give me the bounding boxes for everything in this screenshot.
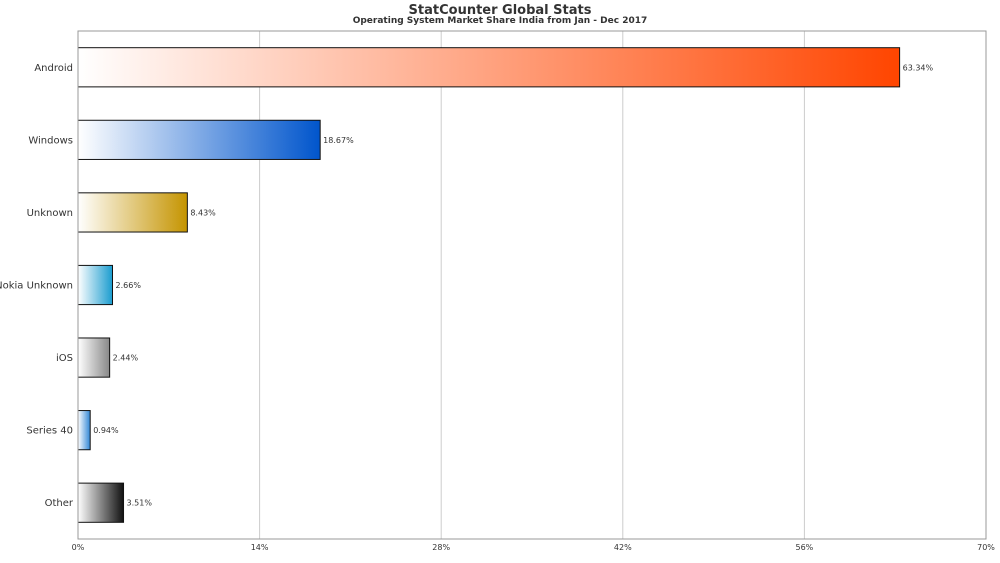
x-tick-label: 28%: [432, 543, 450, 552]
chart-title: StatCounter Global Stats: [408, 3, 592, 18]
x-tick-label: 56%: [796, 543, 814, 552]
x-tick-label: 14%: [251, 543, 269, 552]
x-tick-label: 42%: [614, 543, 632, 552]
category-label: Unknown: [27, 208, 73, 219]
bar-nokia-unknown[interactable]: [77, 264, 114, 306]
value-label: 0.94%: [93, 426, 119, 435]
category-label: Android: [34, 63, 73, 74]
category-label: Series 40: [26, 426, 73, 437]
value-label: 63.34%: [903, 63, 934, 72]
plot-frame: [77, 30, 987, 540]
x-tick-label: 70%: [977, 543, 995, 552]
chart-subtitle: Operating System Market Share India from…: [352, 16, 648, 26]
category-label: Nokia Unknown: [0, 281, 73, 292]
bar-android[interactable]: [77, 47, 901, 88]
value-label: 18.67%: [323, 136, 354, 145]
value-label: 8.43%: [190, 208, 216, 217]
bar-other[interactable]: [77, 482, 125, 523]
category-label: Windows: [28, 135, 73, 146]
bar-windows[interactable]: [77, 119, 321, 160]
category-label: Other: [45, 498, 74, 509]
bar-series-40[interactable]: [77, 410, 91, 451]
bar-ios[interactable]: [77, 337, 111, 378]
value-label: 3.51%: [127, 499, 153, 508]
value-label: 2.66%: [116, 281, 142, 290]
category-label: iOS: [56, 353, 73, 364]
value-label: 2.44%: [113, 354, 139, 363]
x-tick-label: 0%: [72, 543, 85, 552]
bar-unknown[interactable]: [77, 192, 188, 233]
